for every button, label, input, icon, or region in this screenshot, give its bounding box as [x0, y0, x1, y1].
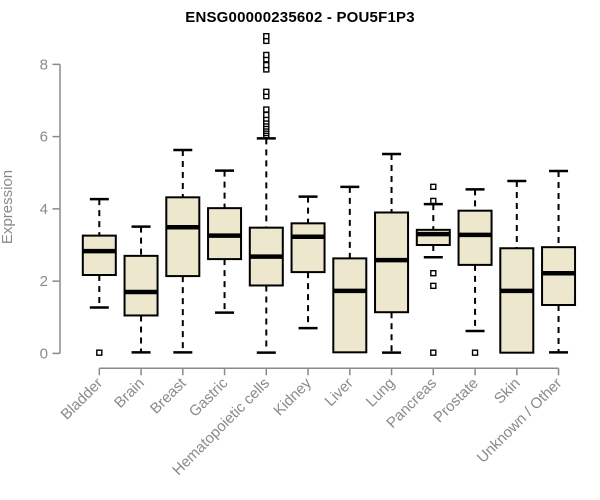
x-tick-label: Breast [147, 374, 190, 417]
x-tick-label: Bladder [58, 375, 107, 424]
x-tick-label: Brain [111, 375, 148, 412]
box-breast [165, 148, 201, 354]
box-iqr [332, 257, 368, 354]
y-tick-label: 0 [40, 345, 48, 362]
box-hematopoietic-cells [248, 32, 284, 354]
outlier-point [263, 88, 270, 96]
box-gastric [207, 169, 243, 314]
box-iqr [457, 209, 493, 266]
y-tick-label: 4 [40, 201, 48, 218]
outlier-point [430, 269, 437, 277]
box-iqr [165, 196, 201, 278]
outlier-point [263, 111, 270, 119]
x-tick-label: Liver [322, 375, 357, 410]
box-iqr [290, 222, 326, 274]
x-tick-label: Skin [491, 375, 524, 408]
x-tick-label: Prostate [430, 375, 482, 427]
outlier-point [430, 349, 437, 356]
outlier-point [263, 32, 270, 40]
box-pancreas [415, 183, 451, 356]
box-unknown-other [541, 169, 577, 354]
chart-title: ENSG00000235602 - POU5F1P3 [185, 9, 415, 26]
box-iqr [499, 247, 535, 354]
box-prostate [457, 188, 493, 356]
box-iqr [81, 234, 117, 276]
box-iqr [123, 254, 159, 317]
box-liver [332, 185, 368, 354]
outlier-point [263, 106, 270, 113]
y-tick-label: 8 [40, 56, 48, 73]
outlier-point [471, 349, 479, 356]
box-skin [499, 179, 535, 354]
outlier-point [430, 197, 437, 205]
box-kidney [290, 195, 326, 330]
outlier-point [263, 61, 270, 69]
y-tick-label: 2 [40, 273, 48, 290]
box-lung [374, 152, 410, 354]
y-tick-label: 6 [40, 129, 48, 146]
outlier-point [263, 51, 270, 59]
box-iqr [541, 246, 577, 306]
outlier-point [430, 183, 437, 191]
outlier-point [430, 282, 437, 290]
box-brain [123, 225, 159, 354]
outlier-point [96, 349, 103, 356]
box-bladder [81, 197, 117, 356]
x-tick-label: Lung [363, 375, 399, 411]
x-tick-label: Kidney [270, 374, 315, 419]
